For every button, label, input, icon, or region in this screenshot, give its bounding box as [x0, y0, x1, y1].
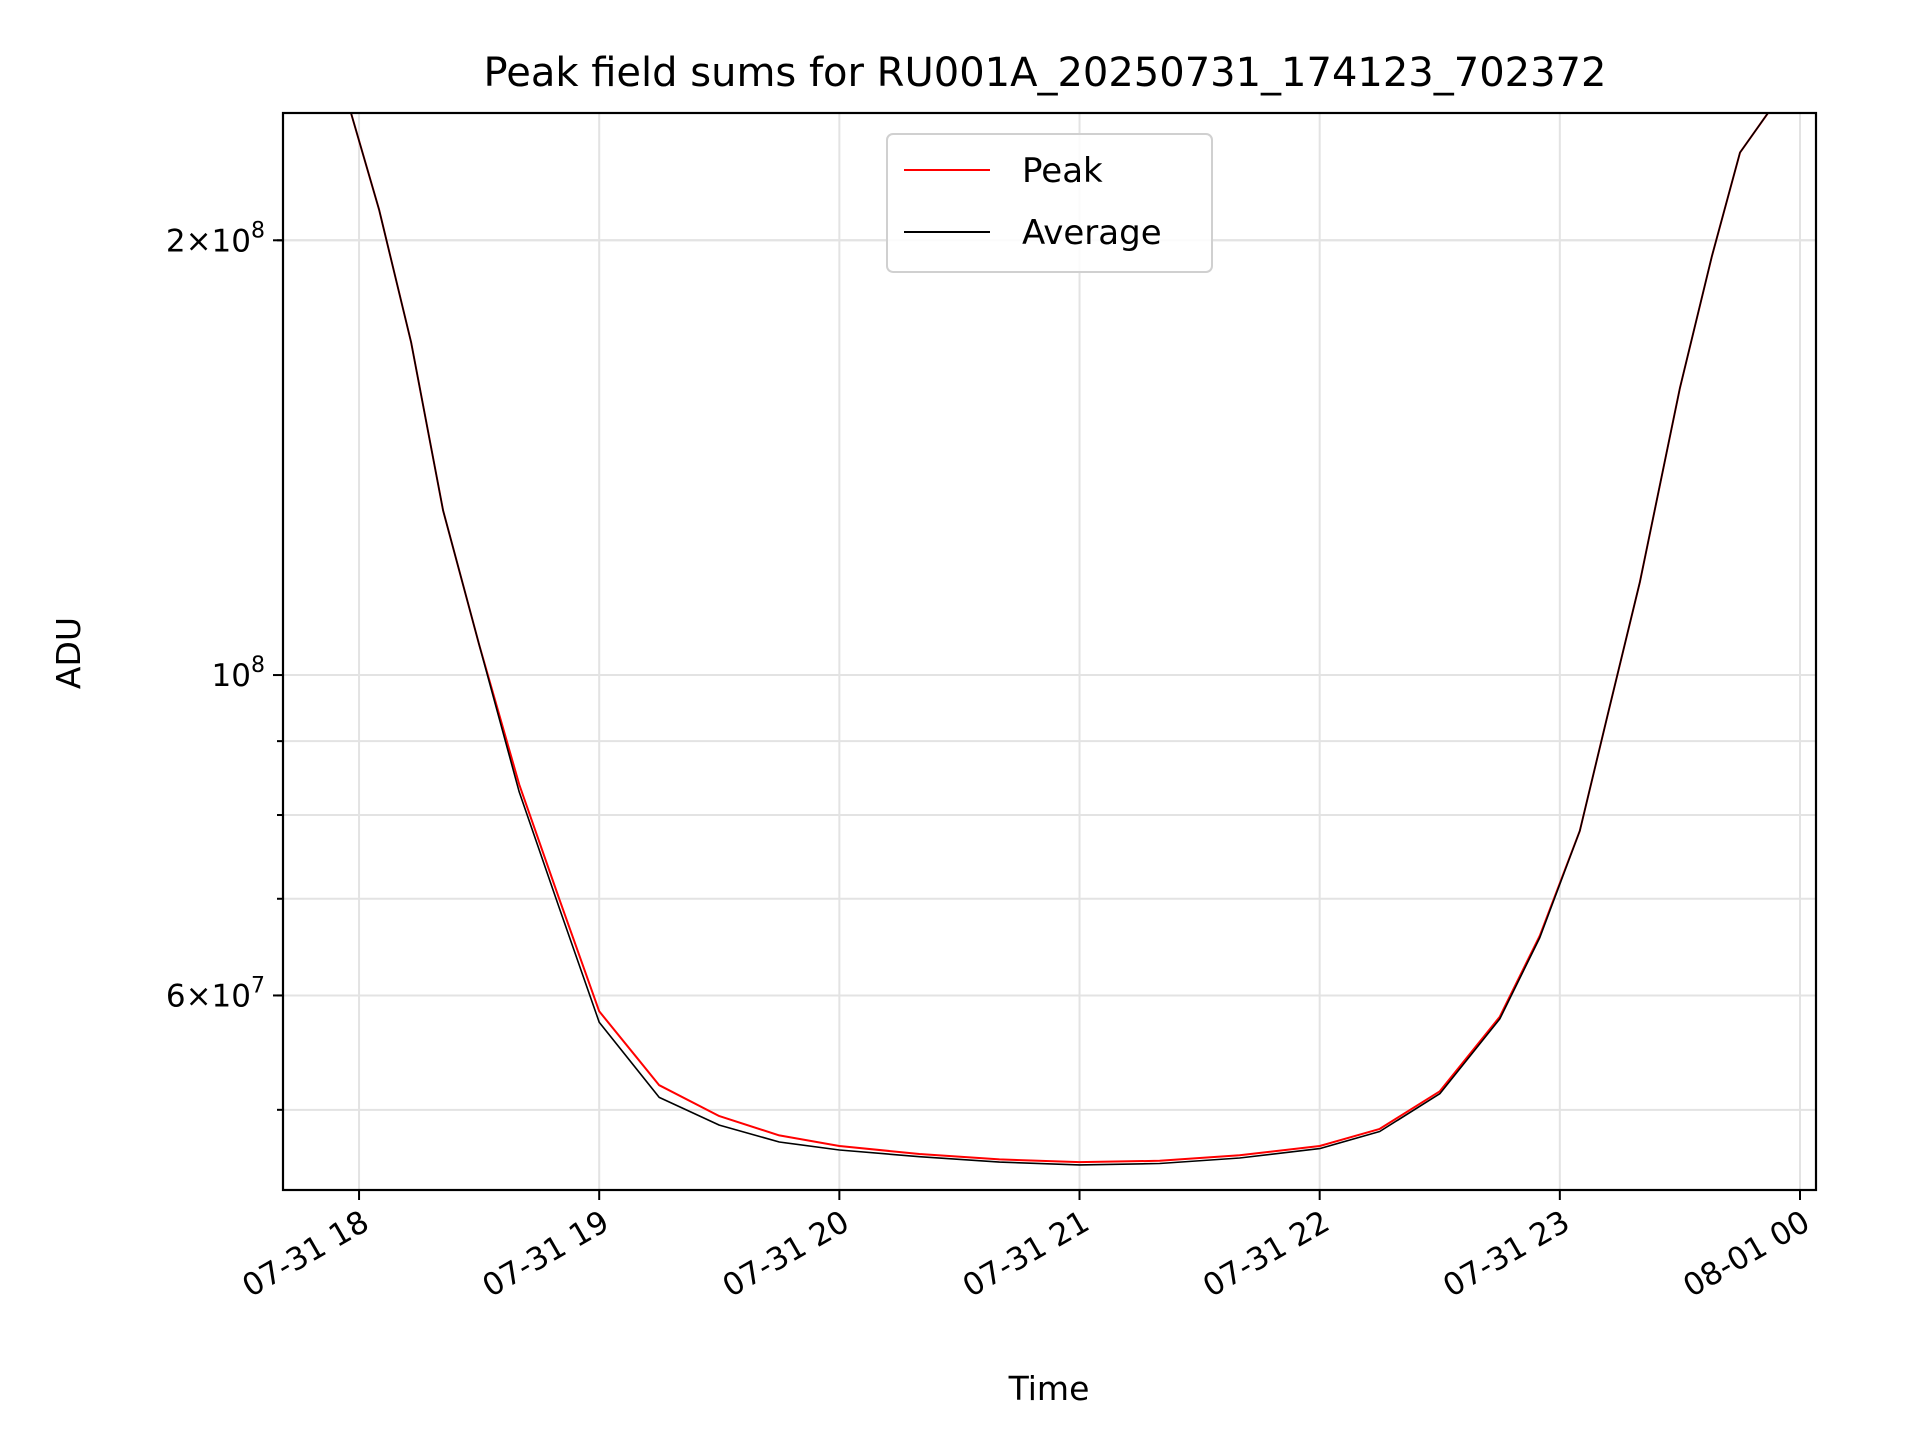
legend-peak-label: Peak	[1022, 151, 1103, 191]
chart-title: Peak field sums for RU001A_20250731_1741…	[484, 50, 1607, 96]
y-tick-label: 108	[212, 653, 265, 694]
y-axis-ticks: 108 2×108 6×107	[166, 218, 283, 1111]
legend-average-label: Average	[1022, 213, 1162, 253]
x-axis-label: Time	[1008, 1369, 1090, 1408]
series-line-average	[283, 112, 1816, 1166]
y-tick-label: 6×107	[166, 973, 265, 1014]
plot-frame	[281, 111, 1818, 1192]
series-layer	[283, 112, 1816, 1166]
y-tick-label: 2×108	[166, 218, 265, 259]
y-axis-label: ADU	[49, 617, 88, 689]
legend-box	[886, 133, 1213, 273]
legend: Peak Average	[886, 133, 1213, 273]
